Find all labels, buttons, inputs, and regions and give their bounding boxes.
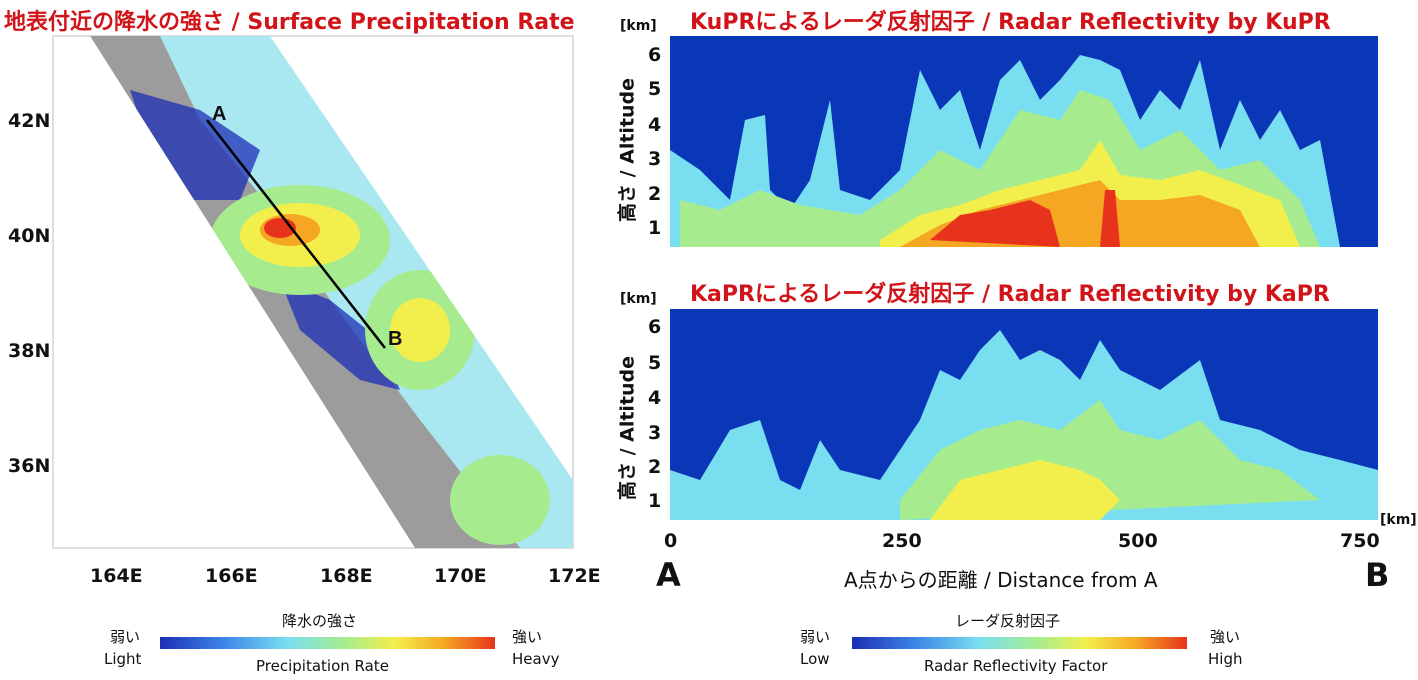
precip-colorbar	[160, 637, 495, 649]
kapr-ylabel: 高さ / Altitude	[616, 355, 639, 501]
kapr-ytick: 4	[648, 387, 662, 409]
kapr-xtick: 500	[1118, 530, 1158, 552]
map-ytick: 36N	[8, 455, 51, 477]
map-ytick: 42N	[8, 110, 51, 132]
precip-legend-subtitle: Precipitation Rate	[256, 657, 389, 675]
kupr-y-unit: [km]	[620, 18, 657, 34]
x-start-label: A	[656, 556, 681, 594]
kapr-xtick: 750	[1340, 530, 1380, 552]
kapr-y-unit: [km]	[620, 291, 657, 307]
kupr-title: KuPRによるレーダ反射因子 / Radar Reflectivity by K…	[690, 10, 1331, 35]
kupr-ytick: 2	[648, 183, 662, 205]
precip-map: A B	[52, 35, 574, 549]
kapr-ytick: 5	[648, 352, 662, 374]
precip-legend-low: 弱い	[110, 628, 141, 646]
map-xtick: 164E	[90, 565, 143, 587]
kapr-xtick: 250	[882, 530, 922, 552]
refl-colorbar	[852, 637, 1187, 649]
moderate-rain-area-3	[450, 455, 550, 545]
x-end-label: B	[1365, 556, 1390, 594]
refl-legend-high: 強い	[1210, 628, 1241, 646]
refl-legend-low-en: Low	[800, 650, 830, 668]
cross-section-line	[206, 119, 386, 349]
map-xtick: 172E	[548, 565, 601, 587]
kupr-ytick: 6	[648, 44, 662, 66]
marker-b: B	[388, 328, 402, 350]
kapr-xtick: 0	[664, 530, 678, 552]
precip-legend-high: 強い	[512, 628, 543, 646]
kupr-panel	[670, 36, 1378, 247]
kapr-ytick: 2	[648, 456, 662, 478]
refl-legend-high-en: High	[1208, 650, 1243, 668]
kapr-ytick: 1	[648, 490, 662, 512]
kupr-ytick: 3	[648, 148, 662, 170]
kapr-panel	[670, 309, 1378, 520]
heavy-rain-area-2	[390, 298, 450, 362]
kapr-x-unit: [km]	[1380, 512, 1417, 528]
map-ytick: 38N	[8, 340, 51, 362]
kapr-ytick: 6	[648, 316, 662, 338]
map-ytick: 40N	[8, 225, 51, 247]
refl-legend-low: 弱い	[800, 628, 831, 646]
kupr-echo-max-2	[1100, 190, 1120, 247]
refl-legend-title: レーダ反射因子	[955, 612, 1061, 630]
kapr-ytick: 3	[648, 422, 662, 444]
precip-legend-high-en: Heavy	[512, 650, 560, 668]
kupr-echo-max	[930, 200, 1060, 247]
kupr-ytick: 4	[648, 114, 662, 136]
kapr-xlabel: A点からの距離 / Distance from A	[844, 568, 1158, 592]
precip-legend-title: 降水の強さ	[282, 612, 358, 630]
map-xtick: 170E	[434, 565, 487, 587]
kapr-echo-strong	[930, 460, 1120, 520]
kupr-ytick: 5	[648, 78, 662, 100]
light-rain-band	[130, 90, 260, 200]
refl-legend-subtitle: Radar Reflectivity Factor	[924, 657, 1108, 675]
marker-a: A	[212, 103, 226, 125]
map-xtick: 166E	[205, 565, 258, 587]
kapr-title: KaPRによるレーダ反射因子 / Radar Reflectivity by K…	[690, 282, 1330, 307]
map-xtick: 168E	[320, 565, 373, 587]
kupr-ytick: 1	[648, 217, 662, 239]
map-title: 地表付近の降水の強さ / Surface Precipitation Rate	[4, 10, 575, 35]
precip-legend-low-en: Light	[104, 650, 142, 668]
light-rain-band-2	[280, 280, 400, 390]
kupr-ylabel: 高さ / Altitude	[616, 77, 639, 223]
